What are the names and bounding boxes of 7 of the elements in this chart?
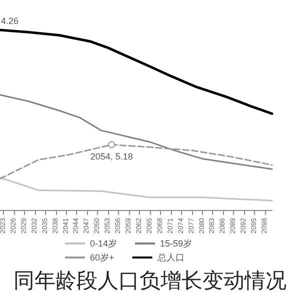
legend-label: 60岁+ [90,252,114,262]
annotation: 2054, 5.18 [90,152,133,162]
legend-label: 总人口 [156,252,184,262]
text: 同年龄段人口负增长变动情况 [14,268,286,292]
legend-label: 15-59岁 [160,238,192,248]
annotation: 4.26 [1,16,19,26]
legend-label: 0-14岁 [90,238,118,248]
